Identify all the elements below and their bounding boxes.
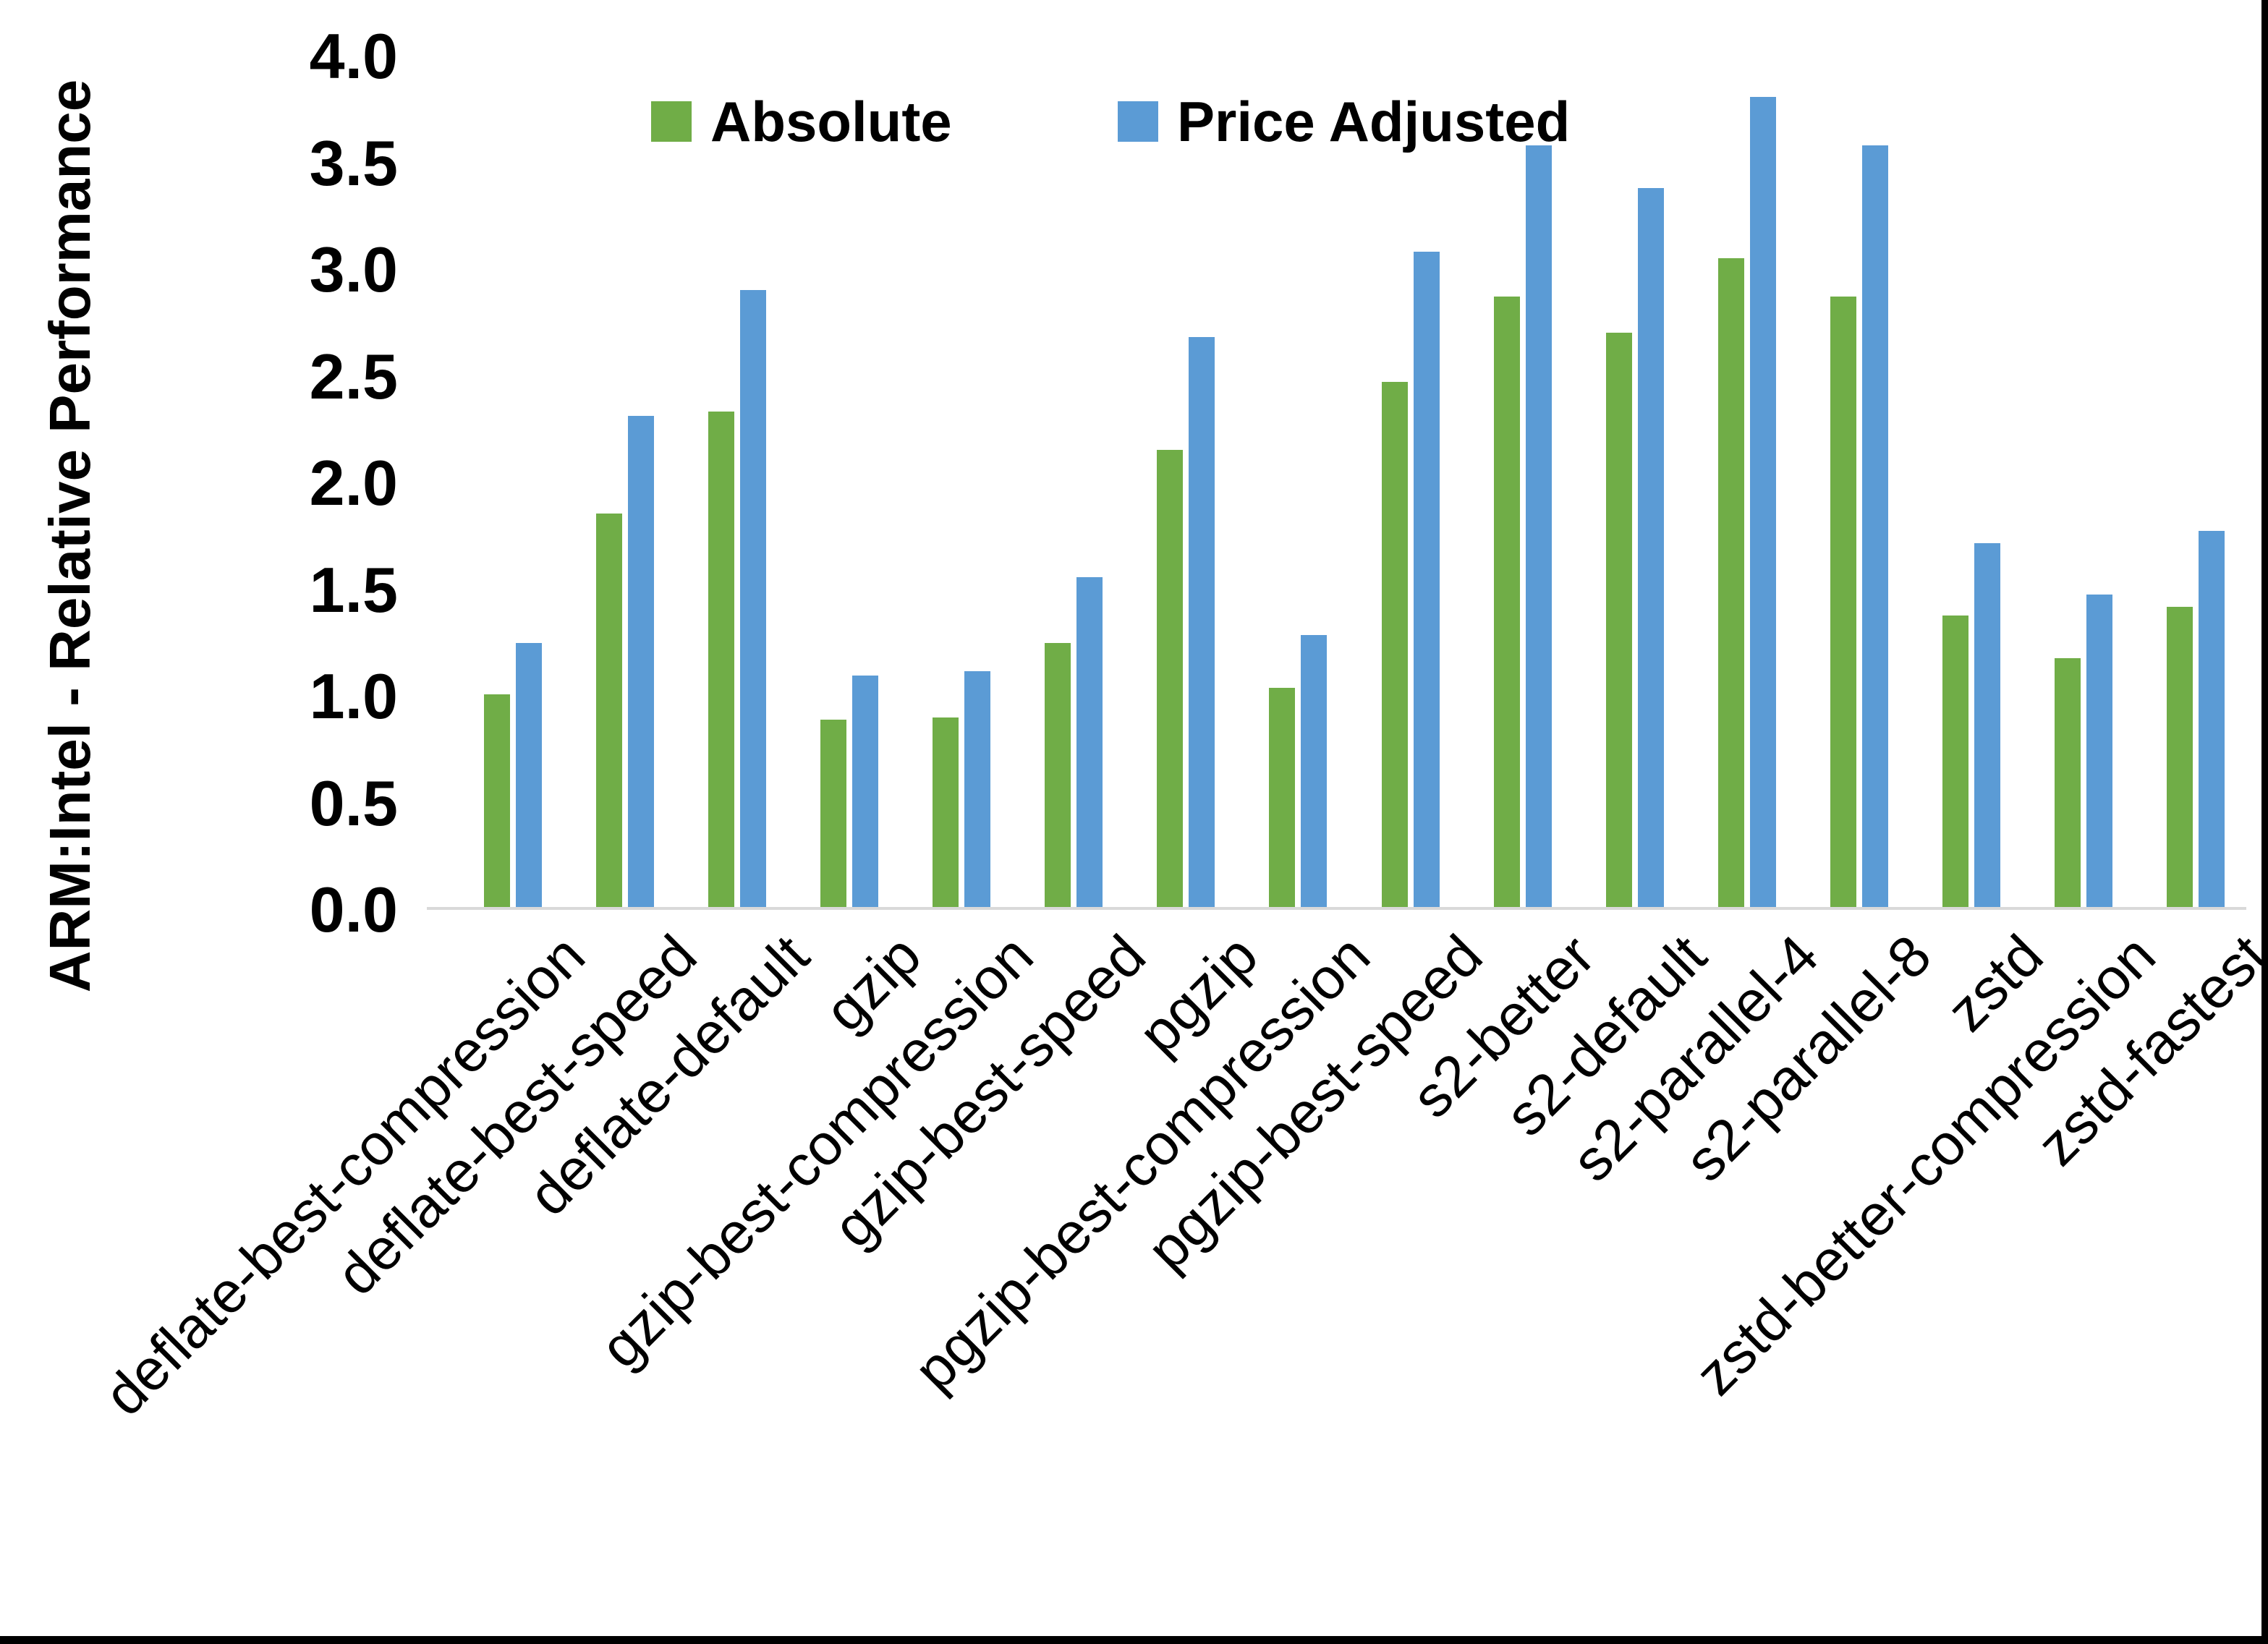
legend-label-absolute: Absolute <box>710 89 952 153</box>
absolute-bar <box>1381 381 1408 907</box>
absolute-bar <box>708 411 735 907</box>
absolute-bar <box>820 720 847 907</box>
absolute-bar <box>1493 297 1520 907</box>
legend-item-absolute: Absolute <box>651 90 952 153</box>
y-tick-label: 3.0 <box>309 234 398 305</box>
absolute-bar <box>1157 449 1184 907</box>
absolute-bar <box>933 717 959 907</box>
price-adjusted-bar <box>2086 594 2112 907</box>
price-adjusted-bar <box>2198 530 2225 907</box>
bar-group <box>933 56 991 907</box>
y-tick-label: 1.0 <box>309 660 398 732</box>
absolute-bar <box>1830 297 1856 907</box>
absolute-bar <box>484 694 510 907</box>
bar-group <box>484 56 542 907</box>
y-tick-label: 2.5 <box>309 340 398 412</box>
bar-group <box>1157 56 1215 907</box>
absolute-bar <box>1605 333 1632 907</box>
bar-group <box>1605 56 1664 907</box>
bar-group <box>2166 56 2225 907</box>
bar-group <box>708 56 767 907</box>
price-adjusted-bar <box>1189 337 1215 907</box>
absolute-bar <box>1942 616 1968 907</box>
absolute-bar <box>2054 658 2081 907</box>
price-adjusted-bar <box>1637 188 1664 907</box>
plot-area <box>427 56 2246 910</box>
price-adjusted-color-swatch-icon <box>1118 101 1158 142</box>
frame-bottom-edge <box>0 1636 2268 1644</box>
price-adjusted-bar <box>1525 145 1552 907</box>
legend-item-price-adjusted: Price Adjusted <box>1118 90 1570 153</box>
absolute-bar <box>596 514 623 907</box>
legend-label-price-adjusted: Price Adjusted <box>1177 89 1571 153</box>
price-adjusted-bar <box>964 670 991 907</box>
y-axis-title: ARM:Intel - Relative Performance <box>38 79 102 993</box>
price-adjusted-bar <box>1861 145 1888 907</box>
bar-group <box>1269 56 1328 907</box>
price-adjusted-bar <box>1076 577 1103 907</box>
price-adjusted-bar <box>852 675 879 907</box>
y-tick-label: 3.5 <box>309 127 398 199</box>
bar-group <box>820 56 879 907</box>
y-tick-label: 0.5 <box>309 767 398 839</box>
price-adjusted-bar <box>1413 252 1440 907</box>
absolute-color-swatch-icon <box>651 101 692 142</box>
bar-group <box>1381 56 1440 907</box>
bar-group <box>2054 56 2112 907</box>
price-adjusted-bar <box>1974 543 2000 907</box>
absolute-bar <box>1045 643 1071 907</box>
bar-group <box>1830 56 1888 907</box>
price-adjusted-bar <box>628 415 655 907</box>
bar-group <box>1717 56 1776 907</box>
bar-group <box>1493 56 1552 907</box>
y-tick-label: 2.0 <box>309 447 398 519</box>
bar-group <box>1045 56 1103 907</box>
y-tick-label: 0.0 <box>309 874 398 945</box>
x-axis-label: deflate-best-compression <box>91 922 597 1428</box>
bar-group <box>1942 56 2000 907</box>
price-adjusted-bar <box>1749 96 1776 907</box>
absolute-bar <box>2166 607 2193 907</box>
absolute-bar <box>1269 688 1296 907</box>
price-adjusted-bar <box>1301 634 1328 907</box>
price-adjusted-bar <box>516 643 542 907</box>
price-adjusted-bar <box>740 290 767 907</box>
bar-group <box>596 56 655 907</box>
frame-right-edge <box>2261 0 2268 1644</box>
absolute-bar <box>1717 258 1744 907</box>
y-tick-label: 1.5 <box>309 553 398 626</box>
y-tick-label: 4.0 <box>309 20 398 92</box>
